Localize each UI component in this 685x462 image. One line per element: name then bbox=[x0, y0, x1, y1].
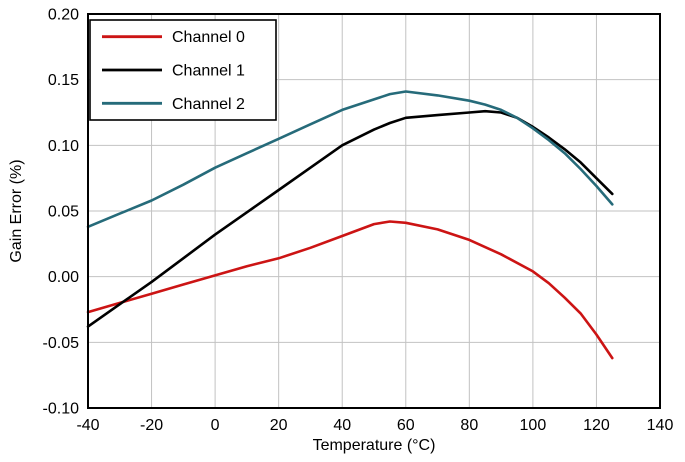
y-axis-title: Gain Error (%) bbox=[8, 159, 25, 262]
y-tick-label: 0.20 bbox=[48, 7, 79, 24]
x-tick-label: 0 bbox=[211, 417, 220, 434]
x-axis-title: Temperature (°C) bbox=[313, 437, 436, 454]
x-tick-label: 60 bbox=[397, 417, 415, 434]
y-tick-label: -0.10 bbox=[43, 401, 80, 418]
series-line-channel-0 bbox=[86, 220, 614, 360]
x-tick-label: -40 bbox=[76, 417, 99, 434]
y-tick-label: 0.00 bbox=[48, 269, 79, 286]
series-line-channel-2 bbox=[86, 90, 614, 229]
x-tick-label: 40 bbox=[333, 417, 351, 434]
legend-label: Channel 0 bbox=[172, 29, 245, 46]
y-tick-label: 0.10 bbox=[48, 138, 79, 155]
x-tick-label: -20 bbox=[140, 417, 163, 434]
legend: Channel 0 Channel 1 Channel 2 bbox=[89, 19, 277, 121]
plot-border bbox=[87, 13, 661, 409]
y-tick-label: -0.05 bbox=[43, 335, 80, 352]
series-line-channel-1 bbox=[86, 109, 614, 328]
x-tick-label: 120 bbox=[583, 417, 610, 434]
legend-label: Channel 2 bbox=[172, 96, 245, 113]
y-tick-label: 0.05 bbox=[48, 204, 79, 221]
legend-label: Channel 1 bbox=[172, 63, 245, 80]
x-tick-label: 20 bbox=[270, 417, 288, 434]
x-tick-label: 100 bbox=[520, 417, 547, 434]
x-tick-label: 140 bbox=[647, 417, 674, 434]
x-tick-label: 80 bbox=[460, 417, 478, 434]
y-tick-label: 0.15 bbox=[48, 72, 79, 89]
